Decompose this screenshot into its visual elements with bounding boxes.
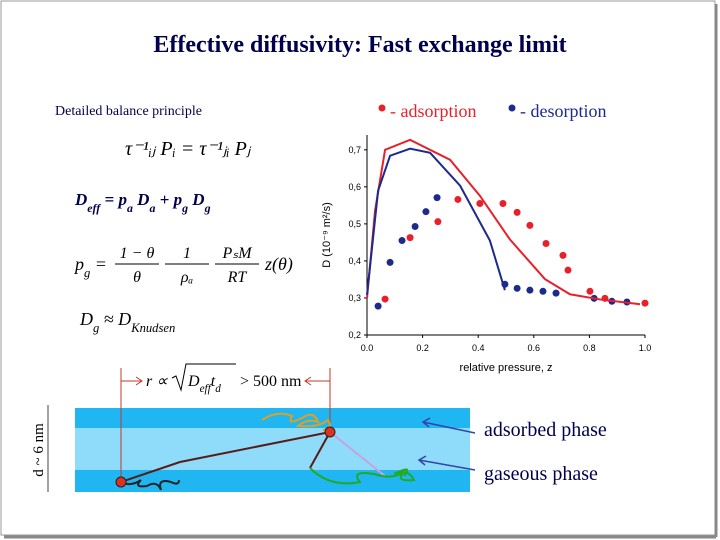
legend-dot: [508, 104, 516, 112]
point: [499, 200, 507, 208]
jump: [120, 430, 332, 483]
y-tick-label: 0,7: [348, 145, 361, 155]
equation-part: D: [188, 190, 205, 209]
walk: [309, 467, 416, 485]
phase-label: adsorbed phase: [484, 419, 607, 441]
point: [406, 234, 414, 242]
y-axis-label: D (10⁻⁹ m²/s): [321, 202, 333, 268]
legend-label: - adsorption: [390, 101, 476, 121]
point: [476, 200, 484, 208]
jump: [329, 431, 386, 477]
numerator: 1 − θ: [120, 245, 155, 262]
denominator: ρₐ: [180, 269, 194, 286]
equation-part: D: [187, 373, 200, 390]
point: [433, 194, 441, 202]
numerator: PₛM: [221, 245, 253, 262]
equation-part: g: [204, 201, 211, 215]
series-line: [366, 138, 641, 306]
point: [411, 222, 419, 230]
equation-part: + p: [155, 190, 182, 209]
x-tick-label: 1.0: [639, 343, 652, 353]
equation-part: g: [93, 321, 99, 335]
point: [559, 251, 567, 259]
equation-part: t: [211, 373, 216, 390]
walk: [120, 479, 180, 491]
width-label: d ~ 6 nm: [31, 423, 47, 477]
point: [513, 208, 521, 216]
point: [539, 287, 547, 295]
channel-core: [75, 428, 470, 470]
point: [386, 258, 394, 266]
radical: [171, 363, 236, 392]
point: [526, 221, 534, 229]
principle: Detailed balance principle: [55, 104, 202, 119]
particle: [115, 476, 127, 488]
equation: Defftd: [187, 373, 221, 395]
point: [374, 302, 382, 310]
x-axis-label: relative pressure, z: [460, 362, 553, 374]
point: [422, 208, 430, 216]
equation-part: =: [90, 254, 107, 274]
y-tick-label: 0,6: [348, 182, 361, 192]
equation-part: g: [181, 201, 188, 215]
equation-part: D: [79, 309, 93, 329]
equation-part: D: [74, 190, 87, 209]
point: [381, 295, 389, 303]
equation: Dg ≈ DKnudsen: [79, 309, 175, 335]
denominator: θ: [133, 269, 141, 286]
point: [398, 237, 406, 245]
range-arrow: [121, 376, 330, 386]
point: [526, 286, 534, 294]
x-tick-label: 0.8: [583, 343, 596, 353]
equation: Deff = pa Da + pg Dg: [74, 190, 211, 215]
point: [542, 240, 550, 248]
equation: pg =: [73, 254, 107, 280]
point: [586, 287, 594, 295]
eq-balance: τ⁻¹ᵢⱼ Pᵢ = τ⁻¹ⱼᵢ Pⱼ: [125, 138, 252, 160]
equation: r ∝: [146, 373, 168, 390]
point: [454, 195, 462, 203]
equation-part: ≈ D: [99, 309, 131, 329]
walk: [261, 412, 331, 431]
equation-part: D: [133, 190, 150, 209]
equation: > 500 nm: [240, 373, 302, 390]
particle: [324, 426, 336, 438]
point: [564, 266, 572, 274]
equation-part: a: [149, 201, 155, 215]
equation-part: Knudsen: [130, 321, 175, 335]
equation: z(θ): [264, 254, 293, 275]
y-tick-label: 0,4: [348, 256, 361, 266]
y-tick-label: 0,3: [348, 293, 361, 303]
numerator: 1: [183, 245, 191, 262]
x-tick-label: 0.4: [472, 343, 485, 353]
legend-label: - desorption: [520, 101, 606, 121]
equation-part: eff: [87, 201, 101, 215]
point: [641, 299, 649, 307]
equation-part: d: [215, 383, 221, 395]
y-tick-label: 0,2: [348, 330, 361, 340]
point: [513, 284, 521, 292]
phase-label: gaseous phase: [484, 463, 598, 485]
series-line: [366, 147, 506, 296]
pointer: [417, 417, 476, 471]
legend-dot: [378, 104, 386, 112]
equation-part: g: [84, 266, 90, 280]
point: [434, 218, 442, 226]
equation-part: = p: [100, 190, 127, 209]
point: [552, 289, 560, 297]
x-tick-label: 0.2: [416, 343, 429, 353]
slide-title: Effective diffusivity: Fast exchange lim…: [153, 32, 566, 58]
x-tick-label: 0.6: [528, 343, 541, 353]
equation-part: a: [127, 201, 133, 215]
x-tick-label: 0.0: [361, 343, 374, 353]
denominator: RT: [227, 269, 248, 286]
equation-part: p: [73, 254, 84, 274]
y-tick-label: 0,5: [348, 219, 361, 229]
equation-part: eff: [200, 383, 213, 395]
